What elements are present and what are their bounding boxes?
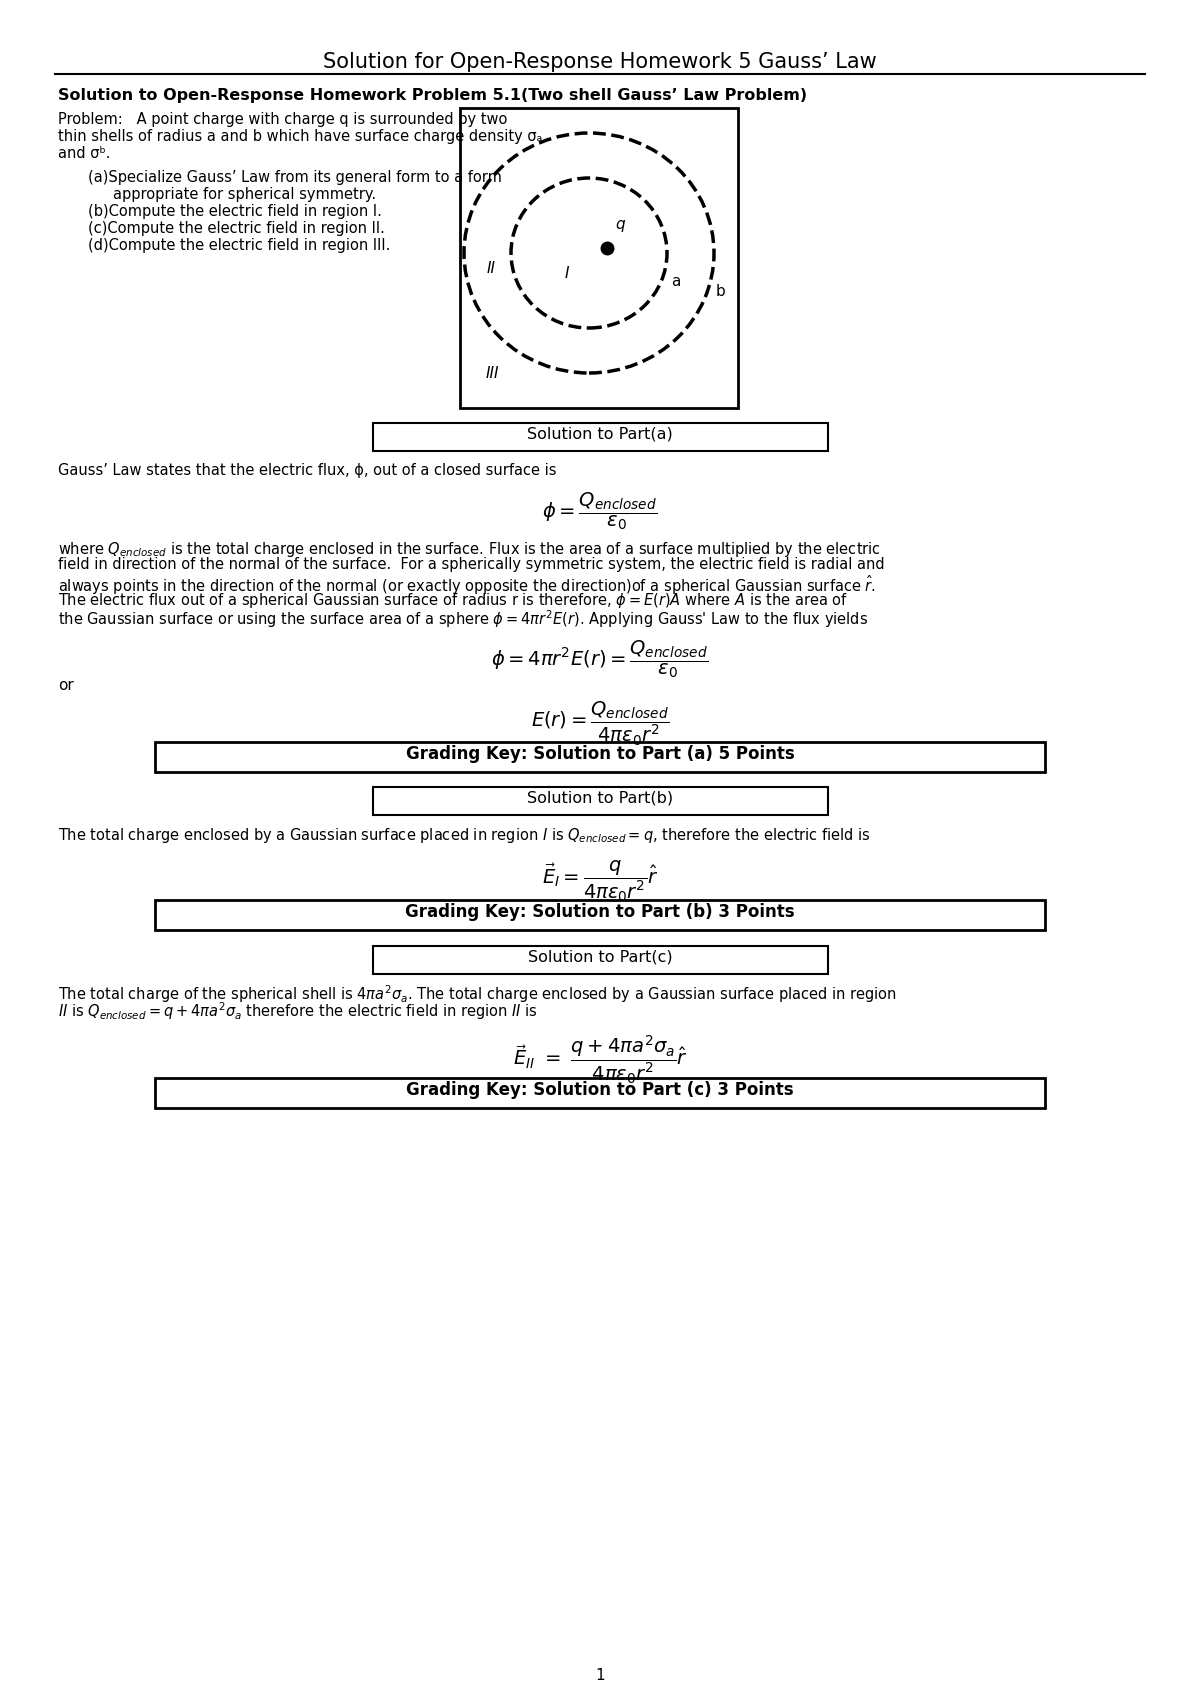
Text: $q$: $q$: [616, 217, 626, 234]
Text: Grading Key: Solution to Part (a) 5 Points: Grading Key: Solution to Part (a) 5 Poin…: [406, 745, 794, 762]
Text: (c)Compute the electric field in region II.: (c)Compute the electric field in region …: [88, 221, 385, 236]
Text: Solution to Open-Response Homework Problem 5.1(Two shell Gauss’ Law Problem): Solution to Open-Response Homework Probl…: [58, 88, 808, 104]
Text: appropriate for spherical symmetry.: appropriate for spherical symmetry.: [113, 187, 376, 202]
Text: $\vec{E}_I = \dfrac{q}{4\pi\varepsilon_0 r^2}\hat{r}$: $\vec{E}_I = \dfrac{q}{4\pi\varepsilon_0…: [541, 857, 659, 903]
Text: thin shells of radius a and b which have surface charge density σₐ: thin shells of radius a and b which have…: [58, 129, 542, 144]
Text: Solution to Part(b): Solution to Part(b): [527, 790, 673, 805]
Text: (d)Compute the electric field in region III.: (d)Compute the electric field in region …: [88, 238, 390, 253]
Text: always points in the direction of the normal (or exactly opposite the direction): always points in the direction of the no…: [58, 574, 876, 596]
FancyBboxPatch shape: [372, 423, 828, 452]
Text: II: II: [486, 260, 496, 275]
Text: 1: 1: [595, 1667, 605, 1683]
Text: and σᵇ.: and σᵇ.: [58, 146, 110, 161]
FancyBboxPatch shape: [155, 742, 1045, 773]
Text: $E(r) = \dfrac{Q_{enclosed}}{4\pi\varepsilon_0 r^2}$: $E(r) = \dfrac{Q_{enclosed}}{4\pi\vareps…: [530, 700, 670, 749]
Text: or: or: [58, 678, 73, 693]
FancyBboxPatch shape: [372, 946, 828, 975]
Text: $\phi = 4\pi r^2 E(r) = \dfrac{Q_{enclosed}}{\varepsilon_0}$: $\phi = 4\pi r^2 E(r) = \dfrac{Q_{enclos…: [491, 638, 709, 679]
Text: Grading Key: Solution to Part (c) 3 Points: Grading Key: Solution to Part (c) 3 Poin…: [406, 1082, 794, 1099]
Text: Solution to Part(a): Solution to Part(a): [527, 426, 673, 441]
Text: the Gaussian surface or using the surface area of a sphere $\phi = 4\pi r^2 E(r): the Gaussian surface or using the surfac…: [58, 608, 868, 630]
Text: The electric flux out of a spherical Gaussian surface of radius r is therefore, : The electric flux out of a spherical Gau…: [58, 591, 848, 610]
Text: (a)Specialize Gauss’ Law from its general form to a form: (a)Specialize Gauss’ Law from its genera…: [88, 170, 502, 185]
Text: I: I: [565, 265, 569, 280]
Text: Solution to Part(c): Solution to Part(c): [528, 949, 672, 964]
Text: b: b: [716, 284, 726, 299]
Text: The total charge of the spherical shell is $4\pi a^2\sigma_a$. The total charge : The total charge of the spherical shell …: [58, 983, 896, 1005]
FancyBboxPatch shape: [460, 109, 738, 408]
FancyBboxPatch shape: [155, 900, 1045, 931]
FancyBboxPatch shape: [372, 786, 828, 815]
Text: III: III: [485, 365, 499, 380]
Text: Problem:   A point charge with charge q is surrounded by two: Problem: A point charge with charge q is…: [58, 112, 508, 127]
FancyBboxPatch shape: [155, 1078, 1045, 1109]
Text: Gauss’ Law states that the electric flux, ϕ, out of a closed surface is: Gauss’ Law states that the electric flux…: [58, 464, 557, 479]
Text: $II$ is $Q_{enclosed} = q + 4\pi a^2\sigma_a$ therefore the electric field in re: $II$ is $Q_{enclosed} = q + 4\pi a^2\sig…: [58, 1000, 538, 1022]
Text: Grading Key: Solution to Part (b) 3 Points: Grading Key: Solution to Part (b) 3 Poin…: [406, 903, 794, 920]
Text: Solution for Open-Response Homework 5 Gauss’ Law: Solution for Open-Response Homework 5 Ga…: [323, 53, 877, 71]
Text: where $Q_{enclosed}$ is the total charge enclosed in the surface. Flux is the ar: where $Q_{enclosed}$ is the total charge…: [58, 540, 881, 559]
Text: field in direction of the normal of the surface.  For a spherically symmetric sy: field in direction of the normal of the …: [58, 557, 884, 572]
Text: $\vec{E}_{II}\ =\ \dfrac{q + 4\pi a^2 \sigma_a}{4\pi\varepsilon_0 r^2}\hat{r}$: $\vec{E}_{II}\ =\ \dfrac{q + 4\pi a^2 \s…: [512, 1032, 688, 1085]
Text: The total charge enclosed by a Gaussian surface placed in region $I$ is $Q_{encl: The total charge enclosed by a Gaussian …: [58, 825, 871, 846]
Text: a: a: [671, 273, 680, 289]
Text: (b)Compute the electric field in region I.: (b)Compute the electric field in region …: [88, 204, 382, 219]
Text: $\phi = \dfrac{Q_{enclosed}}{\varepsilon_0}$: $\phi = \dfrac{Q_{enclosed}}{\varepsilon…: [542, 491, 658, 531]
